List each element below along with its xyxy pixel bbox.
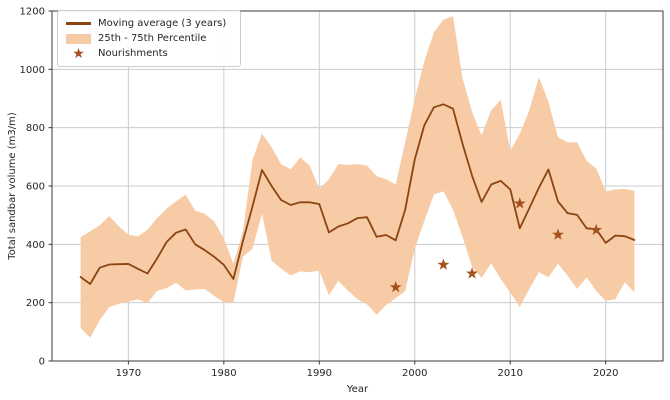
nourishment-star [513,197,526,209]
y-axis-label: Total sandbar volume (m3/m) [7,112,18,261]
x-tick-label: 2000 [402,368,427,379]
legend-item-percentile-band: 25th - 75th Percentile [66,31,232,46]
x-tick-label: 1980 [211,368,236,379]
moving-average-line [79,103,636,285]
x-tick-label: 2010 [498,368,523,379]
x-tick-label: 1970 [116,368,141,379]
nourishment-star [552,228,564,240]
legend-label: Moving average (3 years) [98,18,227,29]
star-icon: ★ [72,45,85,62]
y-tick-label: 600 [26,182,45,193]
nourishment-star [389,281,402,293]
percentile-band [80,16,635,338]
x-tick-label: 2020 [593,368,618,379]
legend-item-moving-average: Moving average (3 years) [66,16,232,31]
y-tick-label: 1000 [20,65,45,76]
y-tick-label: 1200 [20,7,45,18]
legend-label: 25th - 75th Percentile [98,33,207,44]
y-tick-label: 200 [26,298,45,309]
legend-label: Nourishments [98,48,168,59]
x-axis-label: Year [346,384,369,395]
legend-item-nourishments: ★ Nourishments [66,46,232,61]
y-tick-label: 400 [26,240,45,251]
y-tick-label: 800 [26,123,45,134]
moving-average-line-icon [66,22,91,25]
nourishment-star [590,223,603,236]
y-tick-label: 0 [39,357,45,368]
x-tick-label: 1990 [307,368,332,379]
legend: Moving average (3 years) 25th - 75th Per… [57,10,241,67]
nourishment-star [437,258,450,270]
nourishment-star [466,267,478,279]
percentile-band-icon [66,33,91,44]
